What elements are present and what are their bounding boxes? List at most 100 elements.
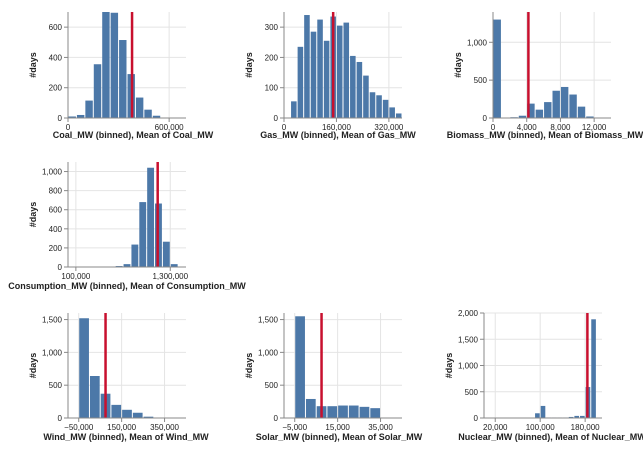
histogram-bar bbox=[376, 95, 382, 118]
coal-histogram-panel: 0 200 400 600 0 600,000 #days Coal_MW (binned),… bbox=[28, 12, 214, 140]
y-tick-label: 0 bbox=[274, 414, 279, 423]
histogram-bar bbox=[382, 99, 389, 118]
histogram-bar bbox=[338, 405, 348, 418]
y-axis-title: #days bbox=[244, 52, 254, 78]
histogram-bar bbox=[535, 413, 540, 418]
y-tick-label: 200 bbox=[49, 84, 63, 93]
histogram-bar bbox=[147, 167, 155, 267]
histogram-bar bbox=[122, 409, 132, 418]
histogram-bar bbox=[577, 106, 586, 118]
histogram-bar bbox=[586, 116, 594, 118]
x-tick-label: −50,000 bbox=[64, 423, 94, 432]
histogram-bar bbox=[568, 416, 574, 418]
x-tick-label: 12,000 bbox=[582, 123, 607, 132]
y-tick-label: 200 bbox=[265, 53, 279, 62]
histogram-bar bbox=[68, 116, 76, 118]
histogram-bar bbox=[304, 15, 310, 118]
y-tick-label: 1,500 bbox=[258, 316, 279, 325]
histogram-bar bbox=[76, 114, 85, 118]
histogram-bar bbox=[493, 19, 501, 119]
histogram-bar bbox=[591, 319, 596, 418]
y-tick-label: 1,000 bbox=[42, 168, 63, 177]
y-tick-label: 0 bbox=[58, 114, 63, 123]
histogram-bar bbox=[111, 404, 122, 418]
y-axis-title: #days bbox=[444, 353, 454, 379]
y-tick-label: 400 bbox=[49, 225, 63, 234]
y-tick-label: 600 bbox=[49, 23, 63, 32]
y-tick-label: 0 bbox=[58, 414, 63, 423]
wind-histogram-panel: 0 500 1,000 1,500 −50,000 150,000 350,000 #days… bbox=[28, 313, 209, 442]
x-axis-title: Consumption_MW (binned), Mean of Consump… bbox=[8, 281, 246, 291]
solar-histogram-panel: 0 500 1,000 1,500 −5,000 15,000 35,000 #days Sol… bbox=[244, 313, 423, 442]
y-tick-label: 500 bbox=[465, 388, 479, 397]
histogram-bar bbox=[544, 102, 552, 118]
x-tick-label: 0 bbox=[282, 123, 287, 132]
histogram-bar bbox=[527, 103, 535, 118]
y-tick-label: 1,000 bbox=[258, 348, 279, 357]
histogram-bar bbox=[518, 115, 527, 118]
y-tick-label: 500 bbox=[265, 381, 279, 390]
x-tick-label: 100,000 bbox=[61, 272, 90, 281]
histogram-bar bbox=[85, 100, 93, 118]
y-tick-label: 800 bbox=[49, 187, 63, 196]
histogram-bar bbox=[317, 19, 323, 119]
x-tick-label: 180,000 bbox=[571, 423, 600, 432]
histogram-bar bbox=[540, 405, 546, 418]
histogram-bar bbox=[102, 12, 110, 118]
y-axis-title: #days bbox=[244, 353, 254, 379]
histogram-bar bbox=[348, 405, 359, 418]
histogram-bar bbox=[135, 97, 144, 118]
y-tick-label: 1,000 bbox=[42, 348, 63, 357]
histogram-bar bbox=[143, 416, 154, 418]
histogram-bar bbox=[291, 101, 297, 118]
y-tick-label: 0 bbox=[483, 114, 488, 123]
y-tick-label: 200 bbox=[49, 244, 63, 253]
histogram-bar bbox=[560, 86, 569, 118]
histogram-bar bbox=[327, 406, 338, 418]
x-tick-label: 15,000 bbox=[325, 423, 350, 432]
histogram-bar bbox=[144, 109, 152, 118]
histogram-bar bbox=[110, 12, 119, 119]
histogram-bar bbox=[535, 109, 544, 118]
y-tick-label: 100 bbox=[265, 84, 279, 93]
y-tick-label: 1,500 bbox=[42, 316, 63, 325]
y-tick-label: 0 bbox=[58, 263, 63, 272]
histogram-bar bbox=[395, 113, 402, 118]
histogram-bar bbox=[343, 22, 350, 119]
x-tick-label: 8,000 bbox=[550, 123, 571, 132]
histogram-bar bbox=[305, 398, 316, 418]
y-tick-label: 600 bbox=[49, 206, 63, 215]
y-tick-label: 2,000 bbox=[458, 309, 479, 318]
x-tick-label: 600,000 bbox=[155, 123, 184, 132]
y-tick-label: 400 bbox=[49, 53, 63, 62]
x-axis-title: Wind_MW (binned), Mean of Wind_MW bbox=[43, 432, 209, 442]
histogram-bar bbox=[79, 318, 89, 418]
y-axis-title: #days bbox=[28, 353, 38, 379]
histogram-bar bbox=[369, 92, 376, 118]
consumption-histogram-panel: 0 200 400 600 800 1,000 100,000 1,300,000 #days C… bbox=[8, 162, 246, 291]
y-axis-title: #days bbox=[453, 52, 463, 78]
x-axis-title: Gas_MW (binned), Mean of Gas_MW bbox=[260, 130, 416, 140]
histogram-bar bbox=[295, 316, 305, 418]
biomass-histogram-panel: 0 500 1,000 0 4,000 8,000 12,000 #days Biomass_M… bbox=[447, 12, 643, 140]
x-tick-label: 1,300,000 bbox=[152, 272, 188, 281]
histogram-bar bbox=[170, 264, 178, 267]
x-tick-label: 350,000 bbox=[150, 423, 179, 432]
histogram-bar bbox=[131, 244, 139, 267]
histogram-bar bbox=[336, 25, 343, 118]
histogram-bar bbox=[89, 376, 100, 418]
y-tick-label: 500 bbox=[474, 76, 488, 85]
y-tick-label: 0 bbox=[274, 114, 279, 123]
histogram-bar bbox=[580, 415, 585, 418]
histogram-bar bbox=[359, 406, 370, 418]
histogram-bar bbox=[574, 415, 580, 418]
y-tick-label: 300 bbox=[265, 23, 279, 32]
x-axis-title: Solar_MW (binned), Mean of Solar_MW bbox=[256, 432, 423, 442]
y-tick-label: 1,000 bbox=[467, 38, 488, 47]
histogram-bar bbox=[93, 64, 102, 118]
histogram-bar bbox=[370, 408, 381, 418]
histogram-bar bbox=[162, 241, 170, 267]
x-tick-label: 35,000 bbox=[368, 423, 393, 432]
x-tick-label: 150,000 bbox=[107, 423, 136, 432]
